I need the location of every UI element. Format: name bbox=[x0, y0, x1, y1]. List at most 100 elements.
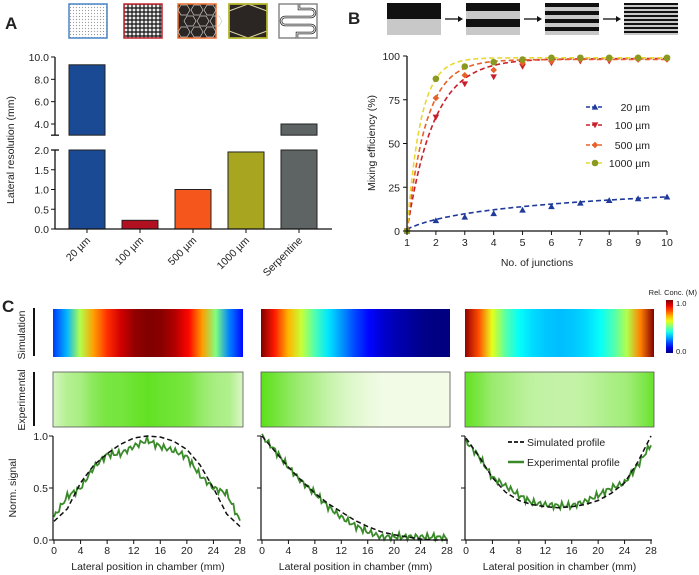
data-point bbox=[461, 63, 469, 70]
x-tick-label: 7 bbox=[577, 237, 583, 249]
legend: Simulated profile Experimental profile bbox=[508, 437, 620, 469]
y-tick-label: 8.0 bbox=[34, 74, 49, 86]
y-tick-label: 10.0 bbox=[29, 52, 50, 64]
x-tick-label: 9 bbox=[635, 237, 641, 249]
y-tick-label: 0.5 bbox=[33, 483, 48, 495]
x-tick-label: 8 bbox=[606, 237, 612, 249]
y-tick-label: 50 bbox=[388, 139, 400, 151]
x-tick-label: 3 bbox=[462, 237, 468, 249]
x-axis-label: Lateral position in chamber (mm) bbox=[71, 561, 224, 573]
legend-label-simulated: Simulated profile bbox=[527, 437, 605, 449]
y-tick-label: 25 bbox=[388, 182, 400, 194]
simulation-heatmap-2 bbox=[261, 309, 450, 357]
data-point bbox=[432, 217, 440, 224]
bar-1 bbox=[121, 219, 159, 230]
y-tick-label: 100 bbox=[382, 51, 400, 63]
stripe bbox=[545, 3, 599, 7]
fit-curve-2 bbox=[406, 58, 667, 232]
x-axis-label: No. of junctions bbox=[501, 257, 573, 269]
y-tick-label: 0 bbox=[394, 226, 400, 238]
legend-label: 500 µm bbox=[615, 140, 650, 152]
stripe bbox=[624, 23, 678, 25]
legend-item: 1000 µm bbox=[586, 158, 650, 170]
x-tick-label: 16 bbox=[566, 545, 578, 557]
x-tick-label: 0 bbox=[51, 545, 57, 557]
profile-plot-3: 0 4 8 12 16 20 24 28 Lateral position in chamber… bbox=[461, 435, 657, 573]
bar-2 bbox=[174, 189, 212, 230]
hexagon-mesh-icon bbox=[177, 3, 223, 39]
profile-plot-2: 0 4 8 12 16 20 24 28 Lateral position in chamber… bbox=[257, 433, 453, 573]
data-point bbox=[432, 75, 440, 83]
arrow-head-icon bbox=[458, 16, 463, 22]
legend-item: 20 µm bbox=[586, 102, 650, 114]
data-point bbox=[490, 74, 497, 81]
x-tick-label: 1 bbox=[404, 237, 410, 249]
stripe bbox=[624, 19, 678, 21]
y-axis-label: Mixing efficiency (%) bbox=[366, 95, 378, 191]
data-point bbox=[548, 203, 555, 210]
y-tick-label: 4.0 bbox=[34, 119, 49, 131]
data-point bbox=[663, 193, 671, 200]
panel-a-bar-chart: 0.0 0.5 1.0 1.5 2.0 4.0 6.0 8.0 10.0 Lateral reso… bbox=[5, 3, 332, 236]
x-tick-label: 12 bbox=[539, 545, 551, 557]
stripe bbox=[624, 7, 678, 9]
experimental-profile-line bbox=[465, 438, 652, 512]
x-tick-label: 4 bbox=[78, 545, 84, 557]
data-point bbox=[605, 54, 613, 62]
experimental-image-1 bbox=[52, 371, 244, 428]
x-tick-label: 28 bbox=[234, 545, 246, 557]
data-point bbox=[461, 213, 469, 220]
data-point bbox=[548, 54, 555, 62]
data-point bbox=[634, 195, 642, 202]
data-point bbox=[519, 63, 526, 70]
simulated-profile-line bbox=[53, 435, 241, 528]
x-tick-label: 5 bbox=[520, 237, 526, 249]
colorbar bbox=[666, 300, 673, 353]
y-axis-label: Norm. signal bbox=[7, 459, 19, 518]
x-tick-label: 24 bbox=[619, 545, 631, 557]
legend-item: 100 µm bbox=[586, 120, 650, 132]
colorbar-min-label: 0.0 bbox=[676, 347, 686, 356]
panel-b-line-chart: 0 25 50 75 100 1 2 3 4 5 6 7 8 9 10 No. of junctions Mix… bbox=[366, 3, 678, 269]
y-tick-label: 0.0 bbox=[34, 224, 49, 236]
panel-label-B: B bbox=[348, 9, 360, 28]
x-tick-label: 4 bbox=[490, 545, 496, 557]
legend-label: 20 µm bbox=[621, 102, 651, 114]
stripe bbox=[387, 3, 441, 19]
data-point bbox=[577, 199, 584, 206]
data-point bbox=[461, 71, 469, 79]
data-point bbox=[490, 66, 497, 74]
y-tick-label: 0.5 bbox=[34, 204, 49, 216]
stripe bbox=[466, 19, 520, 27]
colorbar-label: Rel. Conc. (M) bbox=[649, 288, 698, 297]
legend-label-experimental: Experimental profile bbox=[527, 457, 620, 469]
icon-frame bbox=[228, 3, 268, 39]
large-hexagon-icon bbox=[228, 3, 268, 39]
simulation-heatmap-1 bbox=[53, 309, 243, 357]
stripe bbox=[624, 3, 678, 5]
data-point bbox=[461, 81, 469, 88]
x-tick-label: 24 bbox=[208, 545, 220, 557]
stripe bbox=[545, 19, 599, 23]
data-point bbox=[519, 59, 526, 67]
fit-curve-3 bbox=[406, 57, 667, 232]
data-point bbox=[548, 57, 555, 65]
experimental-image-3 bbox=[464, 371, 655, 428]
y-tick-label: 1.5 bbox=[34, 165, 49, 177]
data-point bbox=[634, 54, 642, 62]
x-tick-label: 4 bbox=[286, 545, 292, 557]
x-tick-label: 1000 µm bbox=[215, 234, 253, 272]
x-tick-label: 28 bbox=[645, 545, 657, 557]
x-tick-label: 20 bbox=[388, 545, 400, 557]
x-tick-label: 12 bbox=[128, 545, 140, 557]
bar-0-lower bbox=[68, 149, 106, 230]
icon-frame bbox=[68, 3, 108, 39]
serpentine-channel-icon bbox=[278, 3, 318, 39]
x-tick-label: 0 bbox=[463, 545, 469, 557]
x-tick-label: 0 bbox=[259, 545, 265, 557]
data-point bbox=[663, 54, 671, 62]
panel-label-C: C bbox=[2, 297, 14, 316]
dense-dot-mesh-icon bbox=[68, 3, 108, 39]
bar-4-upper bbox=[280, 123, 318, 136]
